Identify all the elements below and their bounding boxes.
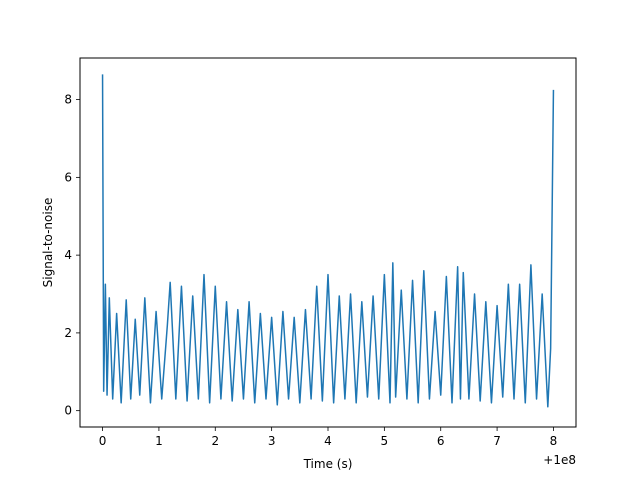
series-layer	[101, 74, 555, 408]
y-axis-label: Signal-to-noise	[41, 198, 55, 288]
y-tick-label: 6	[64, 170, 72, 184]
series-line-0	[101, 74, 555, 408]
y-tick-label: 0	[64, 404, 72, 418]
x-tick-label: 6	[437, 434, 445, 448]
x-tick-label: 8	[550, 434, 558, 448]
x-tick-label: 1	[155, 434, 163, 448]
x-tick-label: 5	[381, 434, 389, 448]
x-tick-label: 7	[493, 434, 501, 448]
y-tick-label: 2	[64, 326, 72, 340]
x-axis: 0 1 2 3 4 5 6 7 8	[99, 427, 558, 448]
x-tick-label: 2	[211, 434, 219, 448]
y-axis: 0 2 4 6 8	[64, 93, 80, 418]
y-tick-label: 4	[64, 248, 72, 262]
x-tick-label: 0	[99, 434, 107, 448]
x-tick-label: 4	[324, 434, 332, 448]
x-axis-label: Time (s)	[303, 457, 353, 471]
x-tick-label: 3	[268, 434, 276, 448]
x-offset-label: +1e8	[543, 453, 576, 467]
y-tick-label: 8	[64, 93, 72, 107]
